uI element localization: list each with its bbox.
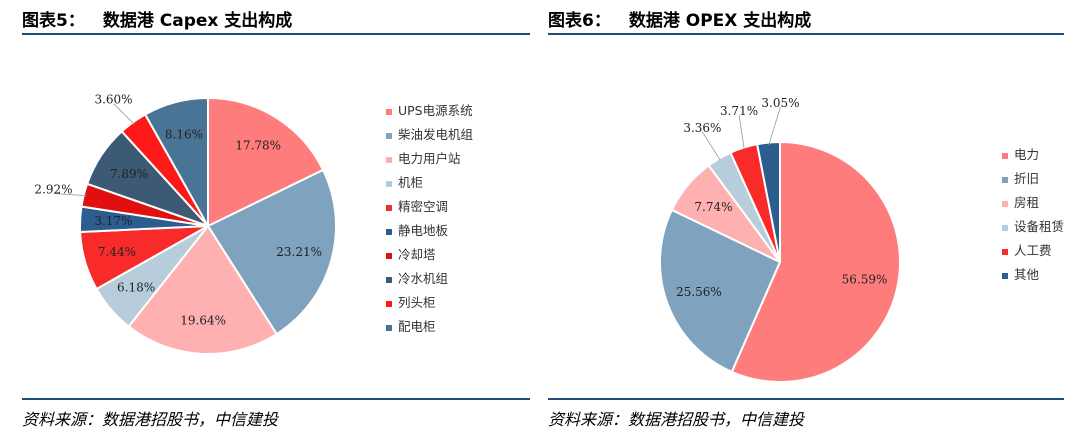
capex-data-label-5: 7.44% [98, 245, 136, 259]
opex-slice-2 [659, 208, 782, 374]
opex-panel: 图表6： 数据港 OPEX 支出构成 56.59% 25.56% 7.74% 3.36%… [548, 0, 1080, 438]
opex-slice-6 [755, 140, 781, 263]
capex-data-label-9: 3.60% [94, 93, 132, 107]
capex-data-label-6: 3.17% [94, 214, 132, 228]
capex-source-note: 资料来源：数据港招股书，中信建投 [22, 410, 279, 429]
capex-leader-line-9 [113, 103, 135, 125]
opex-data-label-6: 3.05% [761, 96, 799, 110]
capex-chart-title: 数据港 Capex 支出构成 [102, 11, 293, 31]
opex-legend-label-4: 设备租赁 [1014, 219, 1064, 234]
capex-legend-swatch-6 [386, 229, 392, 235]
capex-legend-label-2: 柴油发电机组 [398, 127, 473, 142]
opex-legend-label-2: 折旧 [1014, 171, 1039, 186]
capex-slice-3 [127, 224, 279, 355]
capex-slice-1 [207, 96, 325, 228]
capex-legend-swatch-8 [386, 277, 392, 283]
capex-legend-swatch-1 [386, 109, 392, 115]
opex-source-note: 资料来源：数据港招股书，中信建投 [548, 410, 805, 429]
opex-legend-label-6: 其他 [1014, 267, 1040, 282]
opex-slices [659, 140, 901, 383]
opex-data-label-4: 3.36% [683, 121, 721, 135]
capex-legend-label-5: 精密空调 [398, 199, 448, 214]
opex-legend-swatch-3 [1002, 201, 1008, 207]
capex-bottom-rule [22, 398, 530, 400]
capex-leader-line-7 [53, 193, 87, 197]
opex-leader-line-4 [702, 131, 721, 161]
opex-title-rule [548, 33, 1064, 35]
capex-legend-swatch-4 [386, 181, 392, 187]
opex-data-label-2: 25.56% [676, 285, 722, 299]
capex-title-rule [22, 33, 530, 35]
opex-leader-line-6 [768, 106, 781, 146]
opex-leader-line-5 [738, 115, 745, 150]
capex-slice-labels: 17.78% 23.21% 19.64% 6.18% 7.44% 3.17% 2.92% 7.… [34, 93, 322, 328]
capex-legend-swatch-5 [386, 205, 392, 211]
opex-legend-swatch-2 [1002, 177, 1008, 183]
capex-legend-swatch-7 [386, 253, 392, 259]
opex-slice-labels: 56.59% 25.56% 7.74% 3.36% 3.71%3.05% [676, 96, 887, 299]
capex-figure-title: 图表5： 数据港 Capex 支出构成 [22, 6, 292, 31]
capex-legend-label-1: UPS电源系统 [398, 103, 473, 118]
opex-legend-label-1: 电力 [1014, 147, 1039, 162]
opex-chart-title: 数据港 OPEX 支出构成 [628, 11, 812, 31]
capex-slice-10 [143, 96, 209, 230]
opex-legend-label-3: 房租 [1014, 195, 1039, 210]
capex-legend-label-7: 冷却塔 [398, 247, 436, 262]
capex-data-label-4: 6.18% [117, 281, 155, 295]
opex-bottom-rule [548, 398, 1064, 400]
capex-pie-chart: 17.78% 23.21% 19.64% 6.18% 7.44% 3.17% 2.92% 7.… [34, 93, 473, 355]
opex-legend-swatch-6 [1002, 273, 1008, 279]
capex-figure-number: 图表5： [22, 11, 85, 31]
opex-legend-swatch-4 [1002, 225, 1008, 231]
capex-legend-swatch-10 [386, 325, 392, 331]
opex-data-label-1: 56.59% [842, 273, 888, 287]
capex-data-label-7: 2.92% [34, 182, 72, 196]
opex-slice-1 [730, 140, 901, 383]
opex-pie-chart: 56.59% 25.56% 7.74% 3.36% 3.71%3.05% 电力折旧房租设备… [659, 96, 1064, 383]
capex-legend: UPS电源系统柴油发电机组电力用户站机柜精密空调静电地板冷却塔冷水机组列头柜配电… [386, 103, 473, 334]
capex-legend-label-3: 电力用户站 [398, 151, 461, 166]
capex-legend-swatch-3 [386, 157, 392, 163]
opex-legend-swatch-1 [1002, 153, 1008, 159]
capex-legend-swatch-9 [386, 301, 392, 307]
opex-data-label-5: 3.71% [720, 104, 758, 118]
opex-data-label-3: 7.74% [694, 200, 732, 214]
capex-legend-swatch-2 [386, 133, 392, 139]
capex-data-label-8: 7.89% [110, 167, 148, 181]
capex-legend-label-9: 列头柜 [398, 295, 436, 310]
capex-data-label-2: 23.21% [276, 245, 322, 259]
capex-data-label-3: 19.64% [180, 314, 226, 328]
capex-slice-2 [206, 168, 337, 336]
opex-figure-title: 图表6： 数据港 OPEX 支出构成 [548, 6, 811, 31]
capex-data-label-1: 17.78% [235, 139, 281, 153]
capex-panel: 图表5： 数据港 Capex 支出构成 17.78% 23.21% 19.64% 6.1… [0, 0, 530, 438]
opex-legend-swatch-5 [1002, 249, 1008, 255]
capex-legend-label-4: 机柜 [398, 175, 423, 190]
opex-legend-label-5: 人工费 [1014, 243, 1052, 258]
capex-legend-label-10: 配电柜 [398, 319, 436, 334]
opex-figure-number: 图表6： [548, 11, 611, 31]
capex-legend-label-8: 冷水机组 [398, 271, 448, 286]
capex-data-label-10: 8.16% [165, 127, 203, 141]
capex-legend-label-6: 静电地板 [398, 223, 449, 238]
capex-slices [79, 96, 337, 355]
